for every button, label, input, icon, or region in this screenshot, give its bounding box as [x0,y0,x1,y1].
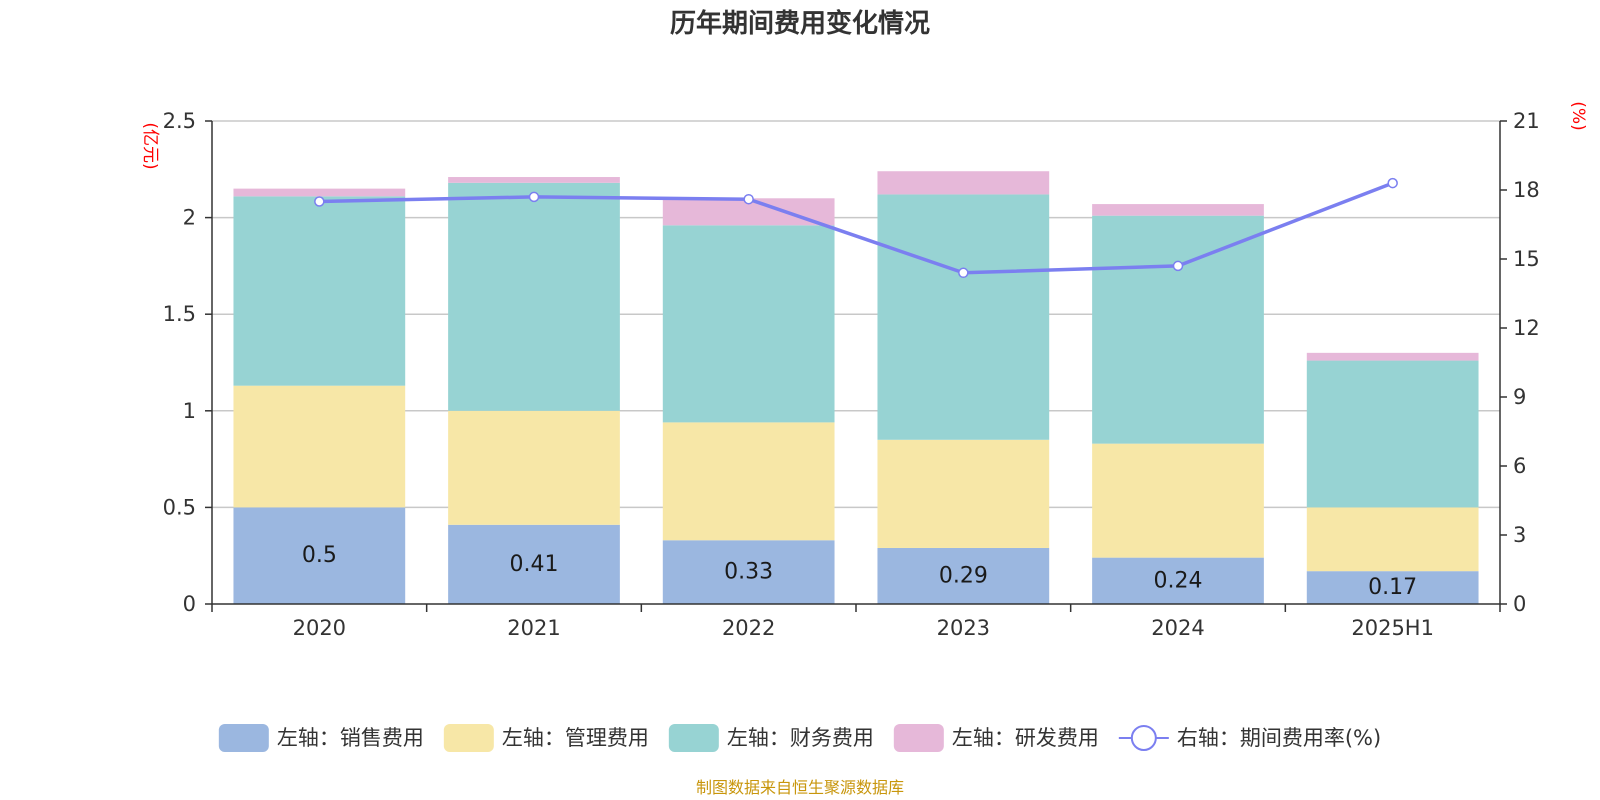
left-tick-label: 1 [183,399,196,423]
left-tick-label: 2 [183,206,196,230]
x-tick-label: 2023 [937,616,990,640]
bar-segment-3 [1092,215,1264,444]
bar-segment-2 [233,385,406,508]
bar-segment-2 [448,410,620,525]
x-tick-label: 2020 [293,616,346,640]
grid-lines [212,120,1500,509]
left-tick-label: 0.5 [163,495,196,519]
rate-point [958,267,969,279]
legend-label: 左轴：管理费用 [502,726,649,750]
legend-swatch [893,724,944,752]
bar-segment-3 [233,196,406,386]
bar-segment-1 [1306,571,1479,604]
legend-item: 左轴：管理费用 [443,724,649,752]
bar-segment-4 [233,188,406,197]
right-tick-label: 12 [1513,316,1540,340]
left-tick-label: 2.5 [163,109,196,133]
bar-segment-4 [1306,352,1479,361]
bar-segment-3 [448,182,620,411]
bar-segment-3 [877,194,1050,440]
bar-segment-4 [877,171,1050,195]
legend-item: 左轴：研发费用 [893,724,1099,752]
legend-label: 左轴：财务费用 [727,726,874,750]
source-note: 制图数据来自恒生聚源数据库 [696,778,904,797]
bar-segment-2 [1092,443,1264,558]
rate-point [743,193,754,205]
right-tick-label: 9 [1513,385,1526,409]
left-tick-label: 0 [183,592,196,616]
chart-title: 历年期间费用变化情况 [670,8,930,39]
bar-segment-1 [662,540,835,604]
data-label: 0.33 [724,560,773,585]
data-label: 0.29 [939,563,988,588]
x-tick-label: 2022 [722,616,775,640]
bar-segment-4 [1092,204,1264,216]
legend: 左轴：销售费用 左轴：管理费用 左轴：财务费用 左轴：研发费用 右轴：期间费用率(%) [218,724,1381,752]
right-axis-unit: (%) [1568,101,1588,130]
legend-item: 右轴：期间费用率(%) [1118,725,1381,751]
bar-data-labels: 0.5 0.41 0.33 0.29 0.24 0.17 [302,543,1417,600]
bar-segment-3 [662,225,835,423]
axes: 0 0.5 1 1.5 2 2.5 0 3 6 9 12 15 18 21 2020 2021 2022 2023… [163,109,1540,640]
rate-point [314,196,325,207]
bar-segment-1 [448,524,620,604]
legend-swatch [668,724,719,752]
legend-item: 左轴：财务费用 [668,724,874,752]
expense-rate-line [314,177,1398,279]
x-tick-label: 2025H1 [1351,616,1434,640]
left-tick-label: 1.5 [163,302,196,326]
rate-point [1172,260,1184,272]
legend-label: 右轴：期间费用率(%) [1177,726,1381,750]
bar-segment-2 [1306,507,1479,572]
rate-point [528,191,540,203]
legend-point-symbol [1130,725,1157,751]
rate-line [319,181,1394,275]
bar-segment-1 [233,507,406,604]
right-tick-label: 18 [1513,178,1540,202]
bar-segment-1 [1092,557,1264,604]
right-tick-label: 0 [1513,592,1526,616]
bar-segment-4 [448,177,620,183]
bar-segment-3 [1306,360,1479,508]
x-tick-label: 2024 [1151,616,1204,640]
right-tick-label: 3 [1513,523,1526,547]
data-label: 0.17 [1368,575,1417,600]
bar-segment-2 [662,422,835,541]
legend-label: 左轴：销售费用 [277,726,424,750]
data-label: 0.24 [1154,568,1203,593]
rate-point [1387,177,1398,189]
legend-swatch [443,724,494,752]
right-tick-label: 6 [1513,454,1526,478]
data-label: 0.41 [510,552,559,577]
bar-segment-2 [877,439,1050,548]
bars [233,171,1479,604]
right-tick-label: 15 [1513,247,1540,271]
x-tick-label: 2021 [507,616,560,640]
legend-label: 左轴：研发费用 [952,726,1099,750]
legend-item: 左轴：销售费用 [218,724,424,752]
legend-swatch [218,724,269,752]
right-tick-label: 21 [1513,109,1540,133]
bar-segment-1 [877,547,1050,604]
data-label: 0.5 [302,543,337,568]
left-axis-unit: (亿元) [140,122,160,169]
